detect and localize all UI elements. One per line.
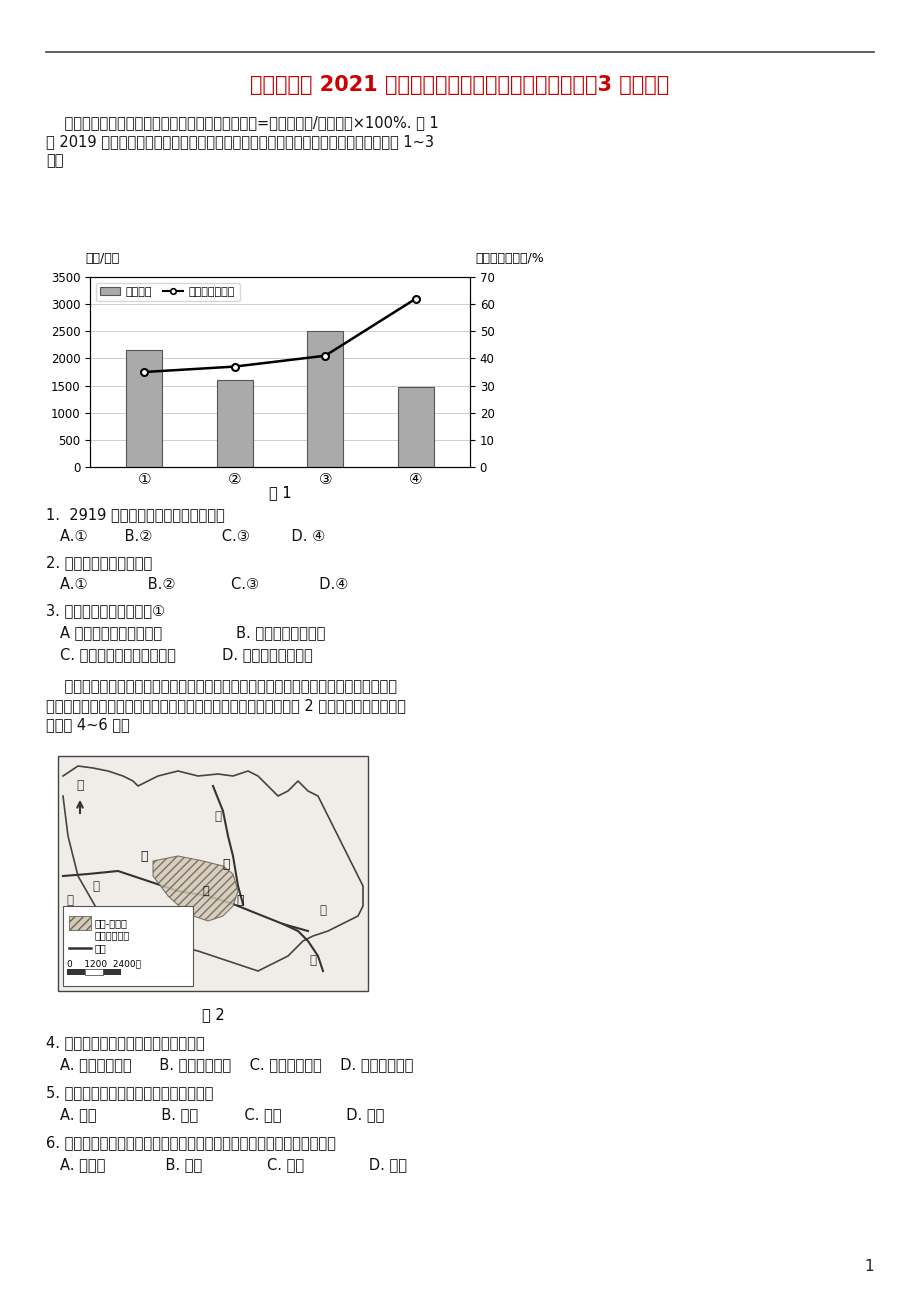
Text: 河流: 河流 [95,943,107,953]
Text: 泌: 泌 [214,810,221,823]
Text: 3. 人口大量净流入使城市①: 3. 人口大量净流入使城市① [46,603,165,618]
Text: C. 适宜发展劳动密集型工业          D. 就业压力得到缓解: C. 适宜发展劳动密集型工业 D. 就业压力得到缓解 [60,647,312,661]
Text: 河: 河 [319,905,326,918]
Text: 广西南宁市 2021 届高三地理下学期第一次适应性测试（3 月）试题: 广西南宁市 2021 届高三地理下学期第一次适应性测试（3 月）试题 [250,76,669,95]
Text: 甲: 甲 [140,849,148,862]
Text: 乙: 乙 [202,885,210,896]
Text: A. 柑橘：             B. 海鲜              C. 原木              D. 茶叶: A. 柑橘： B. 海鲜 C. 原木 D. 茶叶 [60,1157,406,1172]
Text: 赊店镇范围圈: 赊店镇范围圈 [95,930,130,940]
Bar [217,380,253,467]
Text: 1.  2919 年，净流入人口最多的城市是: 1. 2919 年，净流入人口最多的城市是 [46,506,224,522]
Text: A. 甲处              B. 乙处          C. 丙处              D. 丁处: A. 甲处 B. 乙处 C. 丙处 D. 丁处 [60,1107,384,1122]
Text: 人口/万人: 人口/万人 [85,253,119,266]
Bar [307,331,343,467]
Text: 5. 游咸丰时期，该镇商镇集中布局在图中: 5. 游咸丰时期，该镇商镇集中布局在图中 [46,1085,213,1100]
Text: 0    1200  2400米: 0 1200 2400米 [67,960,141,969]
Text: 2. 图中数码代表深圳的是: 2. 图中数码代表深圳的是 [46,555,152,570]
Text: 业鼎盛。后因运输枢组转移，繁荣数百年的商业巨镇逐渐衰落。图 2 示意赊店古镇位置。据: 业鼎盛。后因运输枢组转移，繁荣数百年的商业巨镇逐渐衰落。图 2 示意赊店古镇位置… [46,698,405,713]
Bar [58,756,368,991]
Bar [69,917,91,930]
Text: 净流入人口占比/%: 净流入人口占比/% [474,253,543,266]
Text: 清成-丰时期: 清成-丰时期 [95,918,128,928]
Polygon shape [153,855,238,921]
Text: 为 2019 年北京、上海、广州和深圳四城市常住人口和净流入人口占比统计。据此完成 1~3: 为 2019 年北京、上海、广州和深圳四城市常住人口和净流入人口占比统计。据此完… [46,134,434,148]
Text: 6. 明清时期，来自江南的大批货物在该镇集散，其中最主要的货物可能是: 6. 明清时期，来自江南的大批货物在该镇集散，其中最主要的货物可能是 [46,1135,335,1150]
Text: A.①             B.②            C.③             D.④: A.① B.② C.③ D.④ [60,577,348,592]
Text: 4. 明清时期，赊店镇兴起的主要原因是: 4. 明清时期，赊店镇兴起的主要原因是 [46,1035,204,1049]
Text: 赊店镇位于河南省西南部。该镇始于汉、明、清时期中原、江南效省货物在此集散，商: 赊店镇位于河南省西南部。该镇始于汉、明、清时期中原、江南效省货物在此集散，商 [46,680,397,694]
Text: 图 2: 图 2 [201,1006,224,1022]
Text: A. 冰陆转运便利      B. 农业物产丰富    C. 人口流动频繁    D. 行政中心所在: A. 冰陆转运便利 B. 农业物产丰富 C. 人口流动频繁 D. 行政中心所在 [60,1057,413,1072]
Bar [397,387,434,467]
Text: 河: 河 [93,879,99,892]
Text: A.①        B.②               C.③         D. ④: A.① B.② C.③ D. ④ [60,529,325,544]
Bar [62,906,193,986]
Text: 丁: 丁 [236,894,244,907]
Text: 丙: 丙 [222,858,230,871]
Text: 此完成 4~6 题。: 此完成 4~6 题。 [46,717,130,732]
Text: 净流入人口反映了城市的吸引力，净流入人口占比=净流入人口/常住人口×100%. 图 1: 净流入人口反映了城市的吸引力，净流入人口占比=净流入人口/常住人口×100%. … [46,115,438,130]
Text: 图 1: 图 1 [268,486,291,500]
Text: 1: 1 [864,1259,873,1273]
Text: 北: 北 [76,779,84,792]
Text: 题。: 题。 [46,154,63,168]
Text: 河: 河 [309,954,316,967]
Text: 这: 这 [66,894,74,907]
Text: A 环境人口容量明显下降                B. 老龄人口比重下降: A 环境人口容量明显下降 B. 老龄人口比重下降 [60,625,325,641]
Legend: 常住人口, 净流入人口占比: 常住人口, 净流入人口占比 [96,283,239,302]
Bar [126,350,163,467]
